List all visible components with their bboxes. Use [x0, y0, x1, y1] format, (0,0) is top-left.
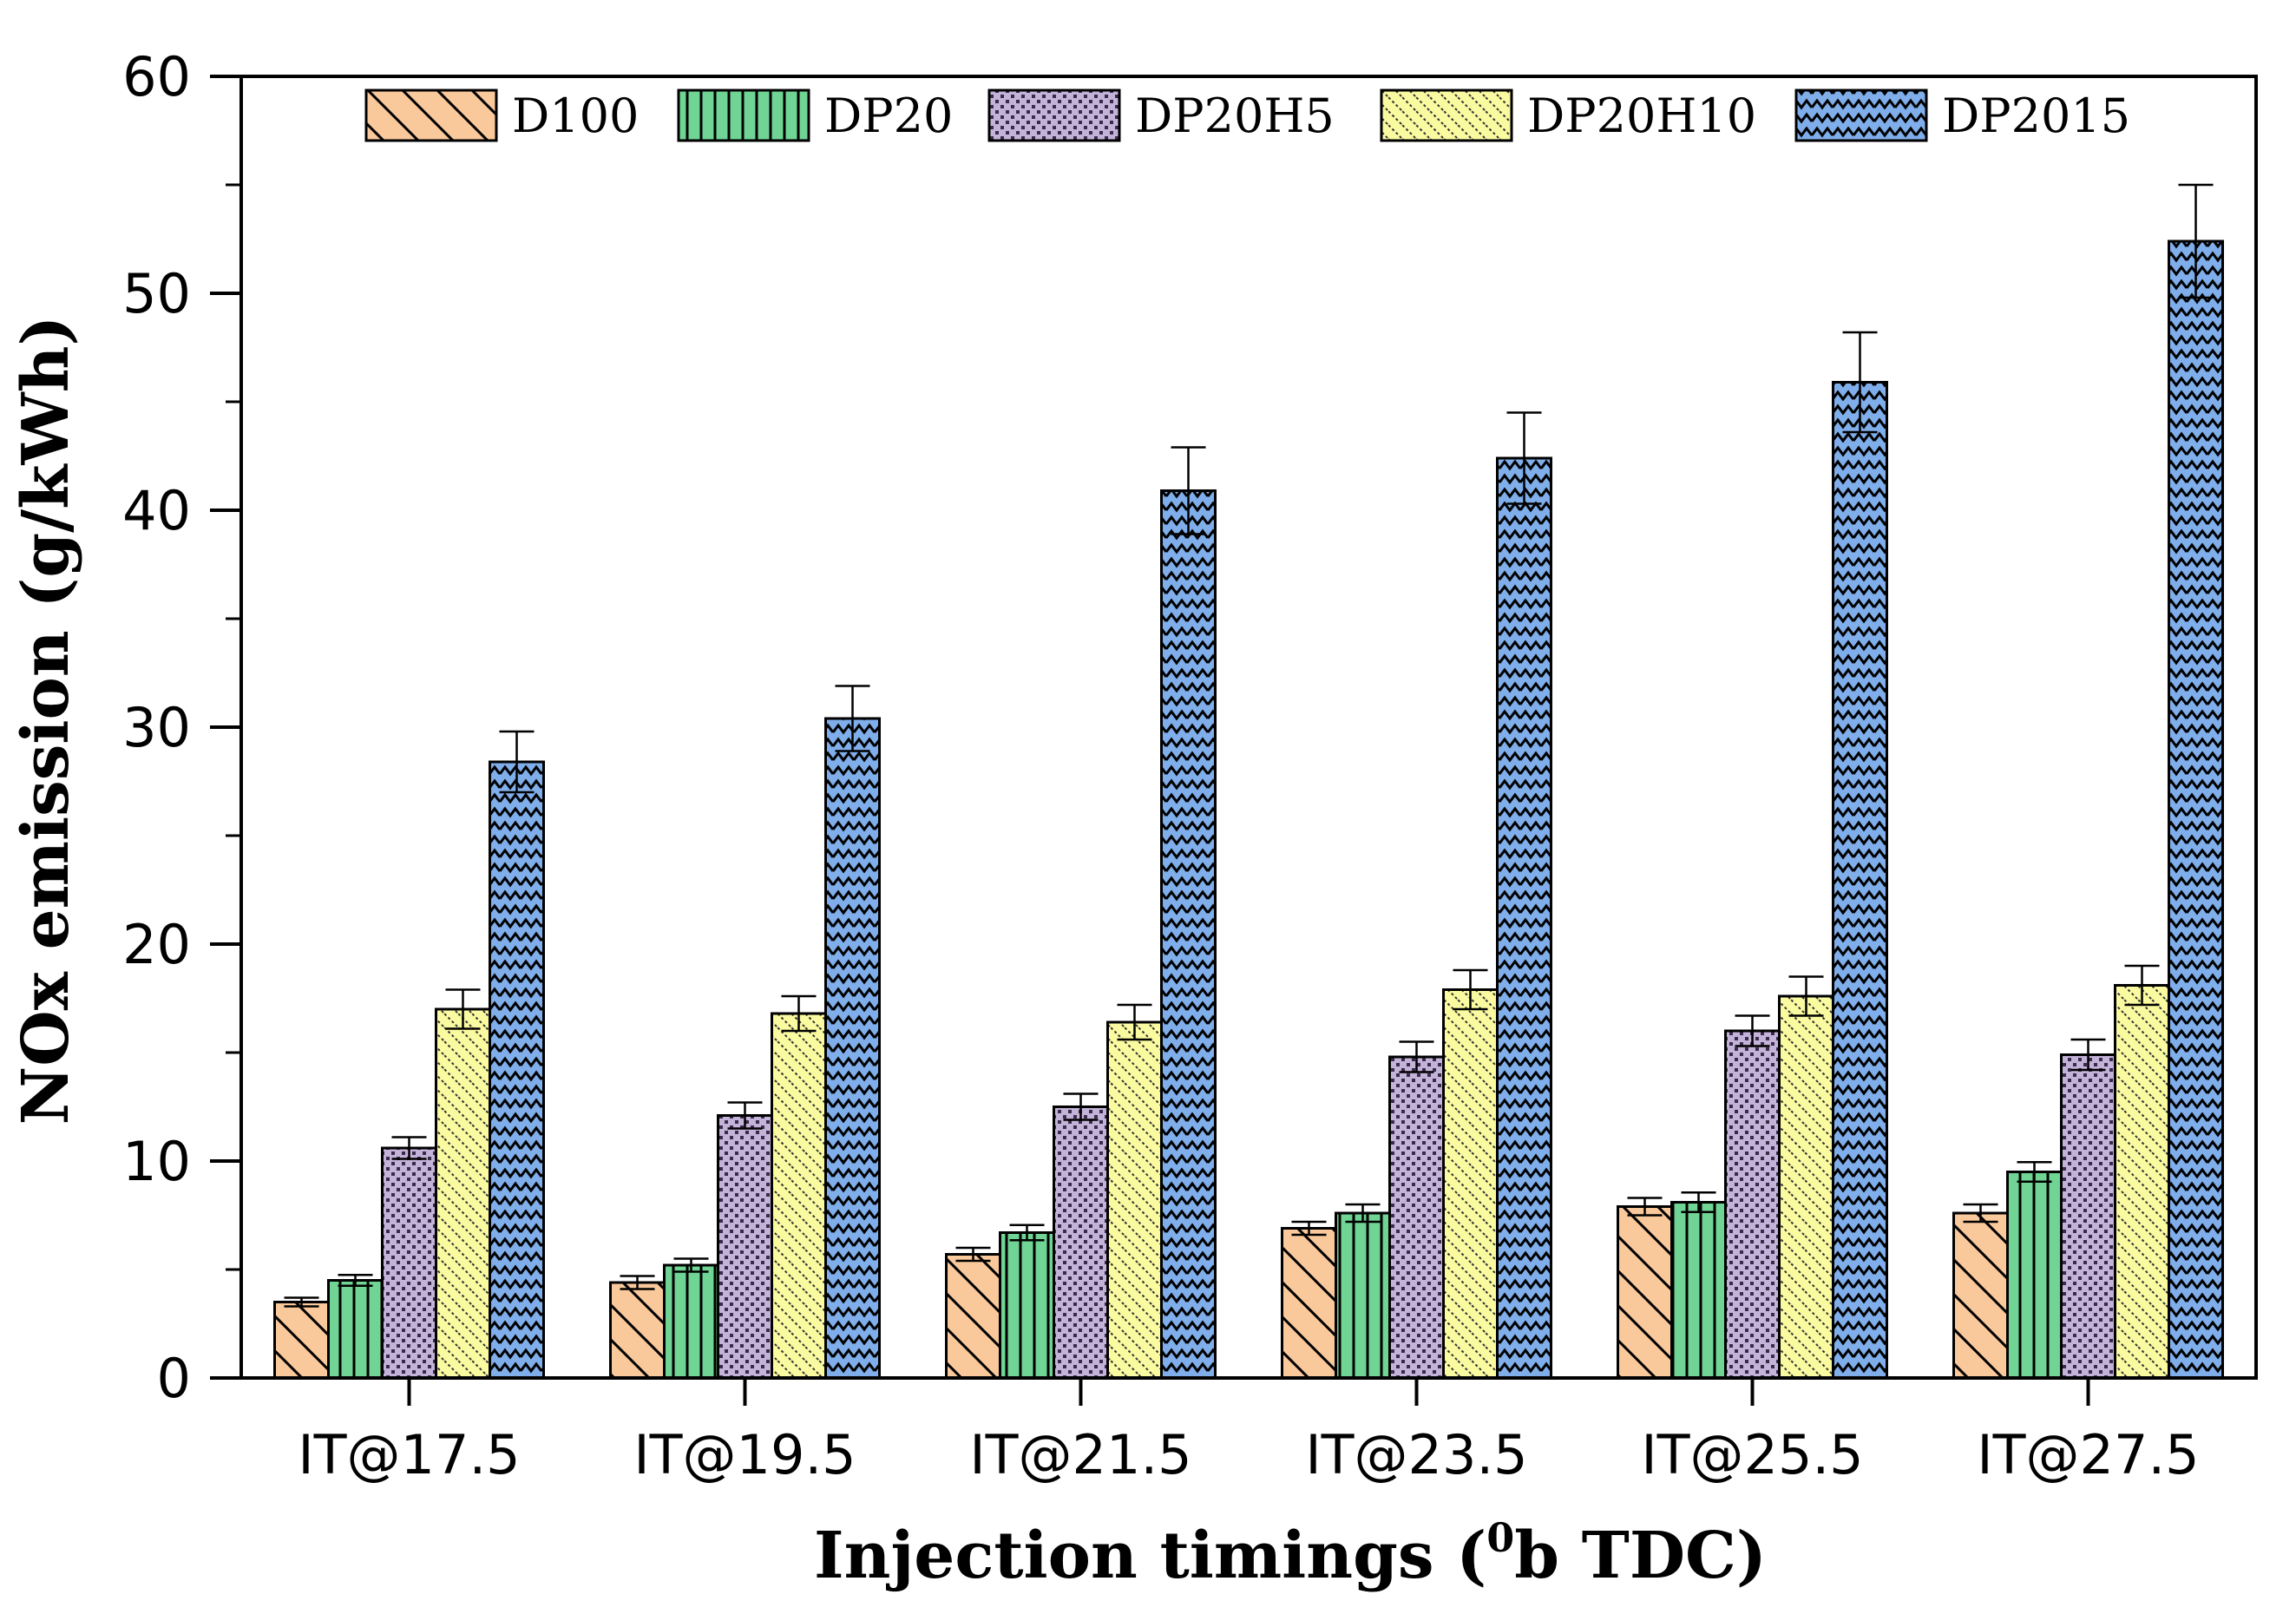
error-bar-dp20h10-3 — [1117, 1003, 1152, 1041]
bar-dp2015-3 — [1160, 489, 1217, 1380]
error-bar-dp2015-5 — [1842, 331, 1878, 434]
bars-layer — [273, 183, 2224, 1380]
bar-d100-2 — [609, 1281, 666, 1380]
bar-d100-3 — [945, 1253, 1001, 1380]
error-bar-dp2015-6 — [2178, 183, 2214, 299]
error-bar-dp20h5-4 — [1399, 1040, 1434, 1073]
legend-item-dp2015: DP2015 — [1794, 89, 2130, 143]
bar-dp20h5-3 — [1053, 1106, 1109, 1380]
x-tick-label-2: IT@19.5 — [633, 1423, 856, 1486]
legend-label-dp20h10: DP20H10 — [1527, 89, 1756, 143]
error-bar-d100-1 — [284, 1296, 319, 1308]
y-axis-title: NOx emission (g/kWh) — [9, 316, 83, 1125]
legend: D100 DP20 DP20H5 DP20H10 DP2015 — [364, 89, 2130, 143]
legend-item-dp20h5: DP20H5 — [987, 89, 1335, 143]
legend-swatch-dp2015 — [1794, 89, 1928, 142]
legend-swatch-dp20h10 — [1380, 89, 1513, 142]
bar-dp20h5-1 — [381, 1146, 437, 1380]
y-tick-label-40: 40 — [122, 479, 191, 542]
error-bar-dp20h10-5 — [1788, 975, 1824, 1017]
bar-dp20h10-4 — [1442, 988, 1499, 1380]
error-bar-dp2015-4 — [1506, 411, 1542, 505]
y-tick-label-10: 10 — [122, 1130, 191, 1193]
y-tick-label-60: 60 — [122, 45, 191, 108]
bar-d100-6 — [1952, 1211, 2009, 1380]
y-tick-label-30: 30 — [122, 696, 191, 759]
legend-swatch-dp20h5 — [987, 89, 1121, 142]
bar-dp20h10-3 — [1106, 1020, 1163, 1380]
error-bar-dp20h10-2 — [781, 994, 817, 1033]
bar-dp2015-2 — [824, 717, 881, 1380]
axes-layer: 0 10 20 30 40 50 60 IT@17.5 IT@19.5 IT@21.5 IT@23.… — [122, 45, 2258, 1486]
legend-label-dp2015: DP2015 — [1942, 89, 2130, 143]
bar-dp20-4 — [1335, 1211, 1391, 1380]
legend-item-d100: D100 — [364, 89, 639, 143]
error-bar-dp20h5-3 — [1063, 1092, 1099, 1121]
error-bar-dp20h10-4 — [1453, 968, 1488, 1011]
legend-label-d100: D100 — [512, 89, 639, 143]
bar-dp2015-4 — [1496, 456, 1552, 1380]
error-bar-dp20h5-1 — [391, 1136, 427, 1160]
bar-dp20-1 — [327, 1279, 384, 1380]
bar-dp20h5-5 — [1724, 1029, 1781, 1380]
x-tick-label-4: IT@23.5 — [1305, 1423, 1527, 1486]
bar-d100-4 — [1281, 1227, 1337, 1380]
bar-dp2015-1 — [489, 760, 545, 1380]
bar-dp20h10-6 — [2114, 984, 2170, 1380]
y-tick-label-20: 20 — [122, 913, 191, 976]
error-bar-dp20-3 — [1009, 1224, 1045, 1242]
bar-dp20-3 — [999, 1231, 1055, 1380]
x-tick-label-1: IT@17.5 — [298, 1423, 520, 1486]
x-axis-title-tail: b TDC) — [1514, 1519, 1767, 1593]
bar-dp20h5-6 — [2060, 1053, 2116, 1380]
x-axis-title-superscript: 0 — [1486, 1514, 1514, 1561]
legend-item-dp20: DP20 — [677, 89, 953, 143]
bar-dp20-2 — [663, 1263, 719, 1380]
error-bar-dp20h5-6 — [2070, 1038, 2106, 1072]
error-bar-dp20-5 — [1681, 1191, 1716, 1213]
legend-item-dp20h10: DP20H10 — [1380, 89, 1756, 143]
error-bar-dp20h5-2 — [727, 1101, 763, 1130]
error-bar-dp20h10-6 — [2124, 964, 2160, 1007]
bar-d100-1 — [273, 1301, 330, 1380]
x-tick-label-6: IT@27.5 — [1977, 1423, 2199, 1486]
bar-dp20-5 — [1670, 1201, 1727, 1380]
y-tick-label-50: 50 — [122, 262, 191, 325]
x-tick-label-5: IT@25.5 — [1641, 1423, 1863, 1486]
bar-dp20h10-1 — [435, 1007, 491, 1380]
error-bar-dp2015-3 — [1171, 446, 1206, 535]
bar-dp2015-6 — [2168, 239, 2224, 1380]
error-bar-d100-4 — [1291, 1220, 1327, 1237]
legend-label-dp20h5: DP20H5 — [1135, 89, 1335, 143]
bar-dp2015-5 — [1832, 381, 1888, 1380]
x-axis-title-main: Injection timings ( — [814, 1519, 1486, 1593]
error-bar-dp20h10-1 — [445, 988, 481, 1030]
bar-dp20h5-2 — [717, 1114, 773, 1380]
bar-dp20h10-5 — [1778, 994, 1834, 1380]
error-bar-d100-3 — [955, 1246, 991, 1263]
error-bar-dp20-6 — [2017, 1161, 2052, 1183]
error-bar-dp20-2 — [673, 1257, 709, 1273]
error-bar-dp20-1 — [338, 1274, 373, 1287]
error-bar-d100-2 — [620, 1275, 655, 1290]
error-bar-dp20-4 — [1345, 1203, 1381, 1224]
y-tick-label-0: 0 — [157, 1347, 191, 1410]
x-axis-title: Injection timings (0b TDC) — [814, 1514, 1767, 1593]
error-bar-d100-5 — [1627, 1197, 1663, 1217]
bar-d100-5 — [1617, 1205, 1673, 1380]
legend-label-dp20: DP20 — [824, 89, 953, 143]
bar-dp20h10-2 — [771, 1012, 827, 1380]
error-bar-d100-6 — [1963, 1203, 1998, 1224]
bar-dp20h5-4 — [1388, 1055, 1445, 1380]
error-bar-dp2015-2 — [835, 685, 870, 752]
x-tick-label-3: IT@21.5 — [969, 1423, 1191, 1486]
error-bar-dp2015-1 — [499, 730, 535, 794]
error-bar-dp20h5-5 — [1735, 1014, 1770, 1047]
legend-swatch-d100 — [364, 89, 498, 142]
legend-swatch-dp20 — [677, 89, 810, 142]
bar-dp20-6 — [2006, 1171, 2063, 1380]
